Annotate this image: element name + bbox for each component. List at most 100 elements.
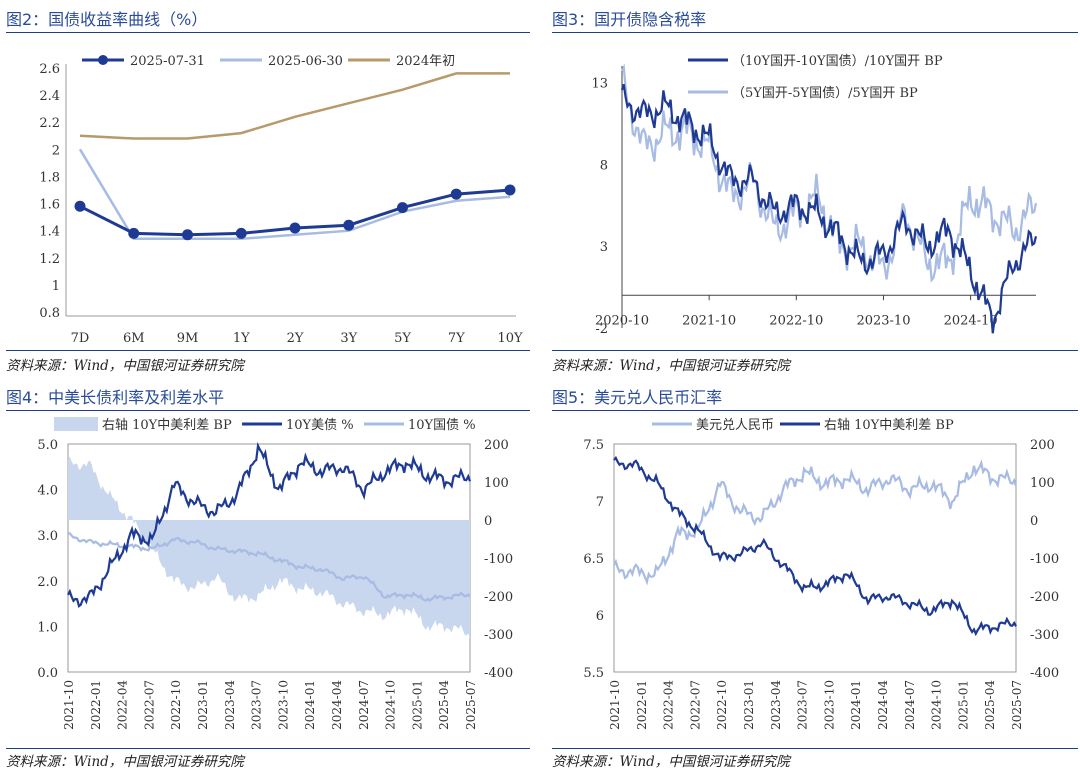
fig3-chart: -2 3 8 13 2020-10 2021-10 2022-10 2023-10 2024-1…	[591, 54, 1038, 337]
fig2-ytick-2: 1.2	[39, 252, 60, 267]
fig3-source: 资料来源：Wind，中国银河证券研究院	[552, 358, 790, 374]
fig2-ytick-6: 2	[52, 143, 60, 158]
fig5-series-1	[613, 455, 1017, 637]
fig2-point-0	[74, 200, 86, 212]
fig3-title: 图3：国开债隐含税率	[552, 10, 707, 29]
fig4-ytick-left-1: 1.0	[37, 620, 58, 635]
fig5-ytick-right-1: -300	[1030, 628, 1059, 643]
fig4-xtick-5: 2023-01	[196, 680, 210, 730]
fig5-title: 图5：美元兑人民币汇率	[552, 388, 723, 407]
fig2-point-7	[450, 188, 462, 200]
fig2-xtick-4: 2Y	[287, 331, 304, 346]
fig4-ytick-right-0: -400	[484, 666, 513, 681]
fig5-ytick-right-4: 0	[1030, 514, 1038, 529]
fig4-legend-label-0: 右轴 10Y中美利差 BP	[102, 418, 232, 433]
fig4-series-0	[68, 456, 470, 639]
fig3-ytick-3: 13	[591, 76, 608, 91]
fig4-ytick-left-5: 5.0	[37, 438, 58, 453]
fig4-series-2	[67, 532, 471, 603]
fig4-xtick-1: 2022-01	[89, 680, 103, 730]
fig2-xtick-5: 3Y	[340, 331, 357, 346]
fig3-ytick-1: 3	[600, 240, 608, 255]
fig5-legend-label-1: 右轴 10Y中美利差 BP	[824, 418, 954, 433]
fig2-point-1	[128, 227, 140, 239]
fig5-ytick-right-5: 100	[1030, 476, 1055, 491]
fig5-xtick-2: 2022-04	[662, 680, 676, 730]
fig5-xtick-0: 2021-10	[608, 680, 622, 730]
fig4-xtick-13: 2025-01	[410, 680, 424, 730]
fig2-xtick-7: 7Y	[448, 331, 465, 346]
fig5-xtick-8: 2023-10	[822, 680, 836, 730]
fig3-xtick-4: 2024-10	[944, 313, 998, 328]
fig2-legend-marker	[98, 55, 108, 65]
fig4-ytick-right-5: 100	[484, 476, 509, 491]
fig4-xtick-6: 2023-04	[223, 680, 237, 730]
fig5-xtick-1: 2022-01	[635, 680, 649, 730]
fig2-point-3	[235, 227, 247, 239]
fig5-ytick-right-6: 200	[1030, 438, 1055, 453]
fig5-xtick-7: 2023-07	[796, 680, 810, 730]
fig5-xtick-13: 2025-01	[956, 680, 970, 730]
fig5-panel: 图5：美元兑人民币汇率 5.5 6 6.5 7 7.5 -400 -300 -200 -100 0…	[552, 384, 1078, 772]
fig2-point-6	[397, 202, 408, 214]
fig4-xtick-8: 2023-10	[276, 680, 290, 730]
fig2-xtick-8: 10Y	[497, 331, 523, 346]
fig5-xtick-4: 2022-10	[715, 680, 729, 730]
fig4-source: 资料来源：Wind，中国银河证券研究院	[6, 754, 244, 770]
fig5-xtick-6: 2023-04	[769, 680, 783, 730]
fig4-xtick-10: 2024-04	[330, 680, 344, 730]
fig5-ytick-left-1: 6	[596, 609, 604, 624]
fig3-legend-label-0: （10Y国开-10Y国债）/10Y国开 BP	[732, 54, 943, 69]
fig2-legend-label-1: 2025-06-30	[268, 54, 343, 69]
fig2-series-2	[79, 72, 510, 140]
fig2-point-5	[343, 219, 355, 231]
fig4-chart: 0.0 1.0 2.0 3.0 4.0 5.0 -400 -300 -200 -100 0 100 20…	[37, 417, 513, 730]
fig3-xtick-0: 2020-10	[595, 313, 649, 328]
fig5-ytick-right-0: -400	[1030, 666, 1059, 681]
fig4-series-1	[67, 441, 472, 608]
fig2-point-8	[504, 184, 516, 196]
fig5-xtick-11: 2024-07	[903, 680, 917, 730]
fig5-xtick-3: 2022-07	[688, 680, 702, 730]
fig4-legend-label-2: 10Y国债 %	[408, 418, 476, 433]
fig2-ytick-7: 2.2	[39, 116, 60, 131]
fig5-ytick-left-2: 6.5	[583, 552, 604, 567]
fig2-xtick-2: 9M	[177, 331, 199, 346]
fig4-legend-label-1: 10Y美债 %	[286, 418, 354, 433]
fig5-ytick-left-4: 7.5	[583, 438, 604, 453]
fig5-xtick-5: 2023-01	[742, 680, 756, 730]
fig2-ytick-3: 1.4	[39, 225, 60, 240]
fig4-panel: 图4：中美长债利率及利差水平 0.0 1.0 2.0 3.0 4.0 5.0 -400 -30…	[6, 384, 530, 772]
fig2-source: 资料来源：Wind，中国银河证券研究院	[6, 358, 244, 374]
fig4-xtick-3: 2022-07	[142, 680, 156, 730]
fig3-legend-label-1: （5Y国开-5Y国债）/5Y国开 BP	[732, 86, 918, 101]
fig5-ytick-left-0: 5.5	[583, 666, 604, 681]
fig5-ytick-left-3: 7	[596, 495, 604, 510]
fig2-series-1	[78, 148, 511, 241]
fig4-xtick-12: 2024-10	[384, 680, 398, 730]
fig4-ytick-left-0: 0.0	[37, 666, 58, 681]
fig3-panel: 图3：国开债隐含税率 -2 3 8 13 2020-10 2021-10 2022-10 20…	[552, 6, 1078, 376]
fig4-title: 图4：中美长债利率及利差水平	[6, 388, 225, 407]
fig4-ytick-right-4: 0	[484, 514, 492, 529]
fig5-xtick-12: 2024-10	[930, 680, 944, 730]
fig3-series-0	[620, 83, 1038, 334]
fig4-ytick-left-4: 4.0	[37, 484, 58, 499]
fig3-xtick-1: 2021-10	[682, 313, 736, 328]
fig2-ytick-1: 1	[52, 279, 60, 294]
fig2-ytick-4: 1.6	[39, 198, 60, 213]
fig2-ytick-5: 1.8	[39, 170, 60, 185]
fig4-xtick-7: 2023-07	[250, 680, 264, 730]
fig5-xtick-15: 2025-07	[1010, 680, 1024, 730]
fig2-legend-label-2: 2024年初	[396, 54, 455, 69]
fig2-point-2	[182, 229, 193, 241]
fig5-xtick-14: 2025-04	[983, 680, 997, 730]
fig4-xtick-9: 2024-01	[303, 680, 317, 730]
fig4-xtick-0: 2021-10	[62, 680, 76, 730]
fig3-xtick-2: 2022-10	[769, 313, 823, 328]
fig4-xtick-4: 2022-10	[169, 680, 183, 730]
fig4-ytick-left-3: 3.0	[37, 529, 58, 544]
fig4-ytick-left-2: 2.0	[37, 575, 58, 590]
fig2-title: 图2：国债收益率曲线（%）	[6, 10, 208, 29]
fig2-ytick-9: 2.6	[39, 62, 60, 77]
